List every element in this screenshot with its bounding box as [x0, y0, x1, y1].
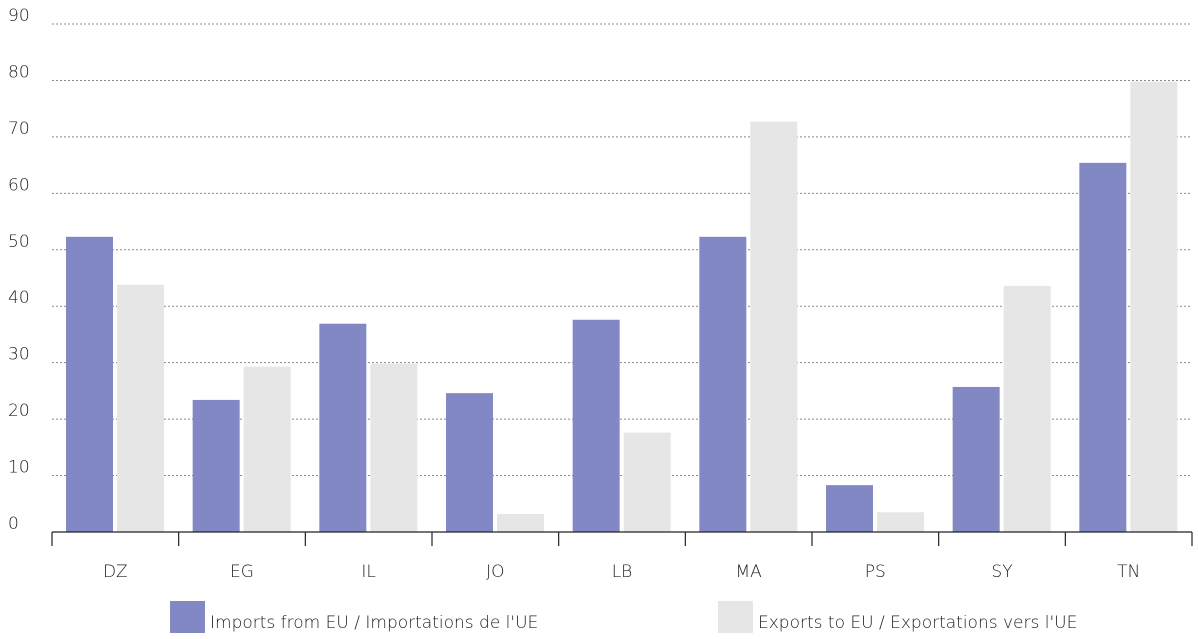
bar	[66, 236, 113, 532]
bar	[370, 363, 418, 532]
y-tick-label: 90	[8, 6, 30, 26]
bar	[446, 393, 493, 532]
y-tick-label: 30	[8, 345, 30, 365]
y-tick-label: 20	[8, 401, 30, 421]
y-tick-label: 40	[8, 288, 30, 308]
y-tick-label: 10	[8, 458, 30, 478]
y-tick-label: 50	[8, 232, 30, 252]
y-tick-label: 60	[8, 175, 30, 195]
bar	[117, 284, 164, 532]
legend-swatch	[170, 601, 205, 633]
bar	[952, 386, 1000, 532]
x-tick-label: TN	[1117, 562, 1140, 582]
bar	[623, 432, 671, 532]
bar	[319, 323, 367, 532]
legend-label: Imports from EU / Importations de l'UE	[210, 613, 538, 633]
bar	[1130, 81, 1178, 532]
bar	[497, 513, 544, 532]
bar	[877, 512, 924, 532]
x-tick-label: JO	[486, 562, 504, 582]
legend-label: Exports to EU / Exportations vers l'UE	[758, 613, 1077, 633]
x-tick-label: SY	[991, 562, 1012, 582]
bar	[1003, 285, 1051, 532]
x-tick-label: MA	[736, 562, 763, 582]
bar	[572, 319, 620, 532]
bar	[1079, 162, 1127, 532]
y-tick-label: 80	[8, 62, 30, 82]
x-tick-label: PS	[865, 562, 886, 582]
y-tick-label: 70	[8, 119, 30, 139]
bar	[243, 366, 291, 532]
x-tick-label: LB	[612, 562, 633, 582]
legend-swatch	[718, 601, 753, 633]
bar	[826, 485, 873, 532]
bar	[750, 121, 798, 532]
x-tick-label: IL	[361, 562, 376, 582]
y-tick-label: 0	[8, 514, 19, 534]
x-tick-label: DZ	[103, 562, 128, 582]
bar	[192, 399, 240, 532]
x-tick-label: EG	[230, 562, 254, 582]
bar	[699, 236, 747, 532]
